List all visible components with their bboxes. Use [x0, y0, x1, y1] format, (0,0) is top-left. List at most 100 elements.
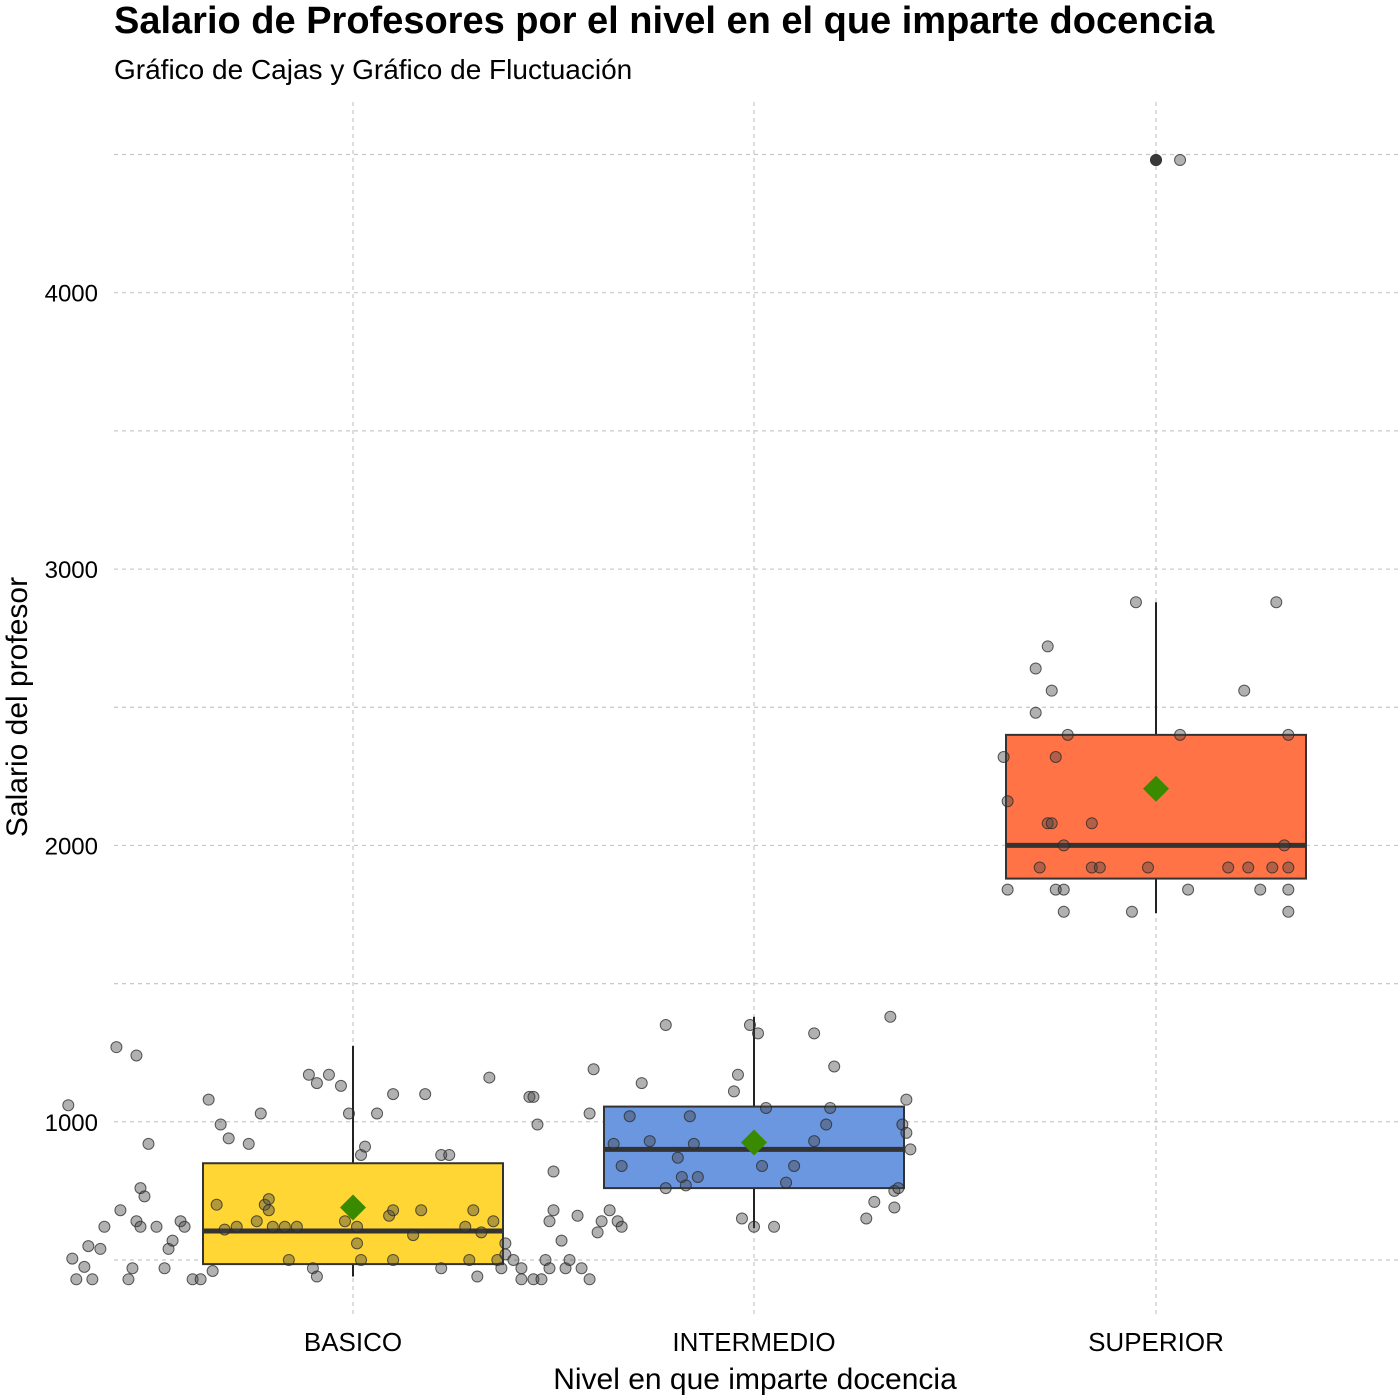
jitter-point [114, 1204, 127, 1217]
jitter-point [587, 1063, 600, 1076]
jitter-point [1238, 684, 1251, 697]
jitter-point [1049, 750, 1062, 763]
jitter-point [659, 1182, 672, 1195]
jitter-point [643, 1135, 656, 1148]
jitter-point [134, 1220, 147, 1233]
jitter-point [591, 1226, 604, 1239]
jitter-point [206, 1265, 219, 1278]
jitter-point [1029, 706, 1042, 719]
jitter-point [158, 1262, 171, 1275]
jitter-point [266, 1220, 279, 1233]
jitter-point [122, 1273, 135, 1286]
jitter-point [735, 1212, 748, 1225]
jitter-point [635, 1077, 648, 1090]
jitter-point [322, 1068, 335, 1081]
jitter-point [222, 1132, 235, 1145]
jitter-point [334, 1079, 347, 1092]
jitter-point [459, 1220, 472, 1233]
y-tick-label: 1000 [45, 1110, 98, 1137]
jitter-point [900, 1093, 913, 1106]
jitter-point [900, 1126, 913, 1139]
mean-marker [741, 1129, 767, 1156]
jitter-point [888, 1201, 901, 1214]
jitter-point [250, 1215, 263, 1228]
jitter-point [1141, 861, 1154, 874]
jitter-point [142, 1137, 155, 1150]
jitter-point [214, 1118, 227, 1131]
jitter-point [1150, 154, 1162, 167]
jitter-point [603, 1204, 616, 1217]
jitter-point [555, 1234, 568, 1247]
jitter-point [531, 1118, 544, 1131]
jitter-point [230, 1220, 243, 1233]
jitter-point [1033, 861, 1046, 874]
jitter-point [302, 1068, 315, 1081]
jitter-point [1085, 817, 1098, 830]
jitter-point [1125, 905, 1138, 918]
jitter-point [1278, 839, 1291, 852]
y-axis-title: Salario del profesor [1, 577, 34, 837]
jitter-point [1029, 662, 1042, 675]
jitter-point [194, 1273, 207, 1286]
jitter-point [110, 1041, 123, 1054]
jitter-point [583, 1273, 596, 1286]
jitter-point [679, 1179, 692, 1192]
jitter-point [1001, 795, 1014, 808]
jitter-point [824, 1101, 837, 1114]
y-tick-label: 4000 [45, 281, 98, 308]
jitter-point [419, 1088, 432, 1101]
jitter-point [756, 1160, 769, 1172]
jitter-point [615, 1160, 628, 1172]
jitter-point [463, 1253, 476, 1266]
jitter-point [595, 1215, 608, 1228]
jitter-intermedio [603, 1010, 917, 1233]
jitter-point [760, 1101, 773, 1114]
jitter-point [1282, 861, 1295, 874]
y-tick-label: 3000 [45, 557, 98, 584]
box-intermedio [603, 1016, 905, 1229]
jitter-point [1045, 817, 1058, 830]
jitter-point [768, 1220, 781, 1233]
jitter-point [278, 1220, 291, 1233]
jitter-point [262, 1204, 275, 1217]
jitter-point [150, 1220, 163, 1233]
jitter-point [483, 1071, 496, 1084]
jitter-point [435, 1262, 448, 1275]
jitter-point [752, 1027, 765, 1040]
jitter-point [62, 1099, 75, 1112]
jitter-point [387, 1204, 400, 1217]
jitter-point [166, 1234, 179, 1247]
jitter-point [495, 1262, 508, 1275]
jitter-point [615, 1220, 628, 1233]
mean-marker [340, 1194, 366, 1221]
jitter-point [1057, 839, 1070, 852]
jitter-point [1266, 861, 1279, 874]
jitter-point [828, 1060, 841, 1073]
jitter-point [242, 1137, 255, 1150]
jitter-point [1093, 861, 1106, 874]
jitter-point [1270, 596, 1283, 609]
jitter-point [687, 1137, 700, 1150]
jitter-point [443, 1148, 456, 1161]
jitter-point [892, 1182, 905, 1195]
jitter-point [407, 1229, 420, 1242]
jitter-point [683, 1110, 696, 1123]
jitter-point [535, 1273, 548, 1286]
jitter-point [583, 1107, 596, 1120]
jitter-point [727, 1085, 740, 1098]
mean-marker [1143, 775, 1169, 802]
jitter-point [1174, 728, 1187, 741]
jitter-point [571, 1209, 584, 1222]
jitter-point [1282, 728, 1295, 741]
jitter-point [563, 1253, 576, 1266]
jitter-point [130, 1049, 143, 1062]
jitter-point [547, 1165, 560, 1178]
jitter-point [471, 1270, 484, 1283]
jitter-point [507, 1253, 520, 1266]
jitter-point [338, 1215, 351, 1228]
jitter-point [210, 1198, 223, 1211]
jitter-point [527, 1090, 540, 1103]
jitter-point [1182, 883, 1195, 896]
jitter-point [359, 1140, 372, 1153]
